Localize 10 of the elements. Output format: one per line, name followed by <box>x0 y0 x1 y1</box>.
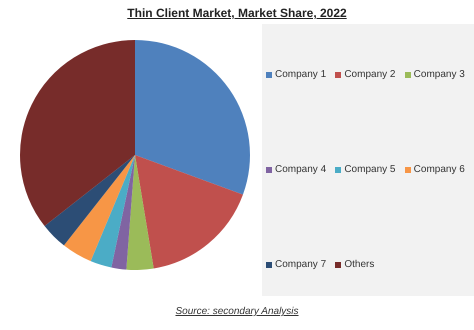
legend-label: Company 7 <box>275 259 326 270</box>
chart-title: Thin Client Market, Market Share, 2022 <box>126 6 348 20</box>
legend-label: Company 1 <box>275 69 326 80</box>
legend-label: Company 3 <box>414 69 465 80</box>
legend-label: Others <box>344 259 374 270</box>
legend-label: Company 4 <box>275 164 326 175</box>
legend-label: Company 6 <box>414 164 465 175</box>
legend-label: Company 5 <box>344 164 396 175</box>
source-note: Source: secondary Analysis <box>174 306 300 317</box>
legend-label: Company 2 <box>344 69 396 80</box>
